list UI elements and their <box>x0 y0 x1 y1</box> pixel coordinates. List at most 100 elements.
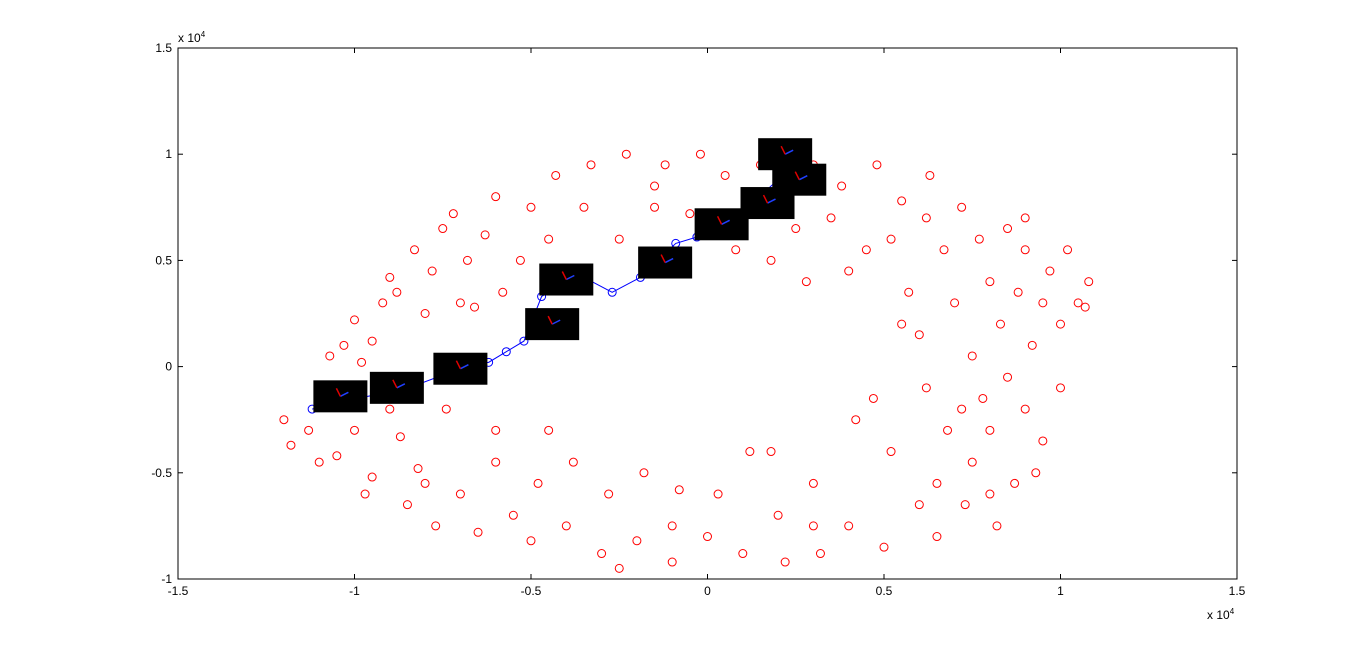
data-point <box>614 234 624 244</box>
data-point <box>420 309 430 318</box>
data-point <box>695 149 705 159</box>
pose-axis <box>565 274 575 281</box>
data-point <box>392 287 402 297</box>
pose-axis <box>392 379 398 389</box>
data-point <box>1084 277 1094 287</box>
data-point <box>420 478 430 488</box>
data-point <box>621 149 631 159</box>
x-tick-label: -1 <box>349 584 360 598</box>
data-point <box>925 170 935 180</box>
data-point <box>332 451 342 461</box>
data-point <box>350 425 359 435</box>
pose-axis <box>335 388 342 397</box>
data-point <box>455 489 465 499</box>
pose-axis <box>798 175 808 181</box>
data-point <box>607 287 617 297</box>
data-point <box>1063 245 1073 255</box>
data-point <box>438 224 448 234</box>
y-tick-label: 1.5 <box>155 41 172 55</box>
pose-axis <box>460 364 469 370</box>
x-tick-label: 1 <box>1057 584 1064 598</box>
x-tick-label: 0 <box>704 584 711 598</box>
data-point <box>604 489 614 499</box>
data-point <box>1038 298 1048 308</box>
data-point <box>1056 383 1065 393</box>
data-point <box>650 181 660 191</box>
data-point <box>815 549 825 559</box>
data-point <box>431 521 441 531</box>
data-point <box>1027 340 1037 350</box>
y-tick-label: -0.5 <box>151 466 172 480</box>
pose-axis <box>660 254 666 263</box>
data-point <box>480 230 490 240</box>
data-point <box>1045 266 1055 276</box>
data-point <box>1020 404 1030 414</box>
data-point <box>703 532 712 542</box>
data-point <box>395 432 405 442</box>
data-point <box>667 521 677 531</box>
data-point <box>1080 302 1090 312</box>
data-point <box>498 287 508 297</box>
data-point <box>837 181 847 191</box>
y-tick-label: -1 <box>161 572 172 586</box>
pose-axis <box>547 315 553 325</box>
data-point <box>650 202 660 212</box>
data-point <box>960 500 970 510</box>
data-point <box>879 542 889 552</box>
data-point <box>1073 298 1083 308</box>
data-point <box>886 447 896 457</box>
data-point <box>943 425 953 435</box>
data-point <box>791 224 801 234</box>
data-point <box>1010 478 1020 488</box>
data-point <box>660 160 670 170</box>
data-point <box>378 298 388 308</box>
data-point <box>339 340 349 350</box>
data-point <box>579 202 589 212</box>
pose-axis <box>455 360 462 370</box>
y-multiplier-base: x 10 <box>178 31 201 45</box>
data-point <box>544 425 554 435</box>
data-point <box>385 272 395 282</box>
data-point <box>897 319 907 329</box>
data-point <box>967 351 977 361</box>
data-point <box>914 330 924 340</box>
data-point <box>568 457 578 467</box>
data-point <box>731 245 741 255</box>
data-point <box>939 245 949 255</box>
data-point <box>808 478 818 488</box>
data-point <box>995 319 1005 329</box>
data-point <box>921 213 931 223</box>
data-point <box>844 266 854 276</box>
data-point <box>544 234 554 244</box>
data-point <box>639 468 649 478</box>
data-point <box>367 336 377 346</box>
data-point <box>526 536 536 546</box>
data-point <box>985 277 995 287</box>
data-point <box>470 302 480 312</box>
x-tick-label: 0.5 <box>876 584 893 598</box>
data-point <box>357 357 367 367</box>
data-point <box>967 457 977 467</box>
x-tick-label: -1.5 <box>168 584 189 598</box>
pose-axis <box>551 319 561 325</box>
data-point <box>1056 319 1065 329</box>
data-point <box>720 170 730 180</box>
data-point <box>974 234 984 244</box>
x-multiplier-base: x 10 <box>1207 608 1230 622</box>
pose-axis <box>794 171 800 181</box>
axes-box <box>177 47 1238 580</box>
data-point <box>886 234 896 244</box>
pose-axis <box>767 198 776 204</box>
data-point <box>1013 287 1023 297</box>
data-point <box>851 415 861 425</box>
pose-axis <box>396 383 406 389</box>
x-tick-label: -0.5 <box>521 584 542 598</box>
data-point <box>519 336 529 346</box>
data-point <box>992 521 1002 531</box>
data-point <box>413 464 423 474</box>
data-point <box>402 500 412 510</box>
data-point <box>766 447 776 457</box>
data-point <box>685 209 695 219</box>
data-point <box>427 266 437 276</box>
